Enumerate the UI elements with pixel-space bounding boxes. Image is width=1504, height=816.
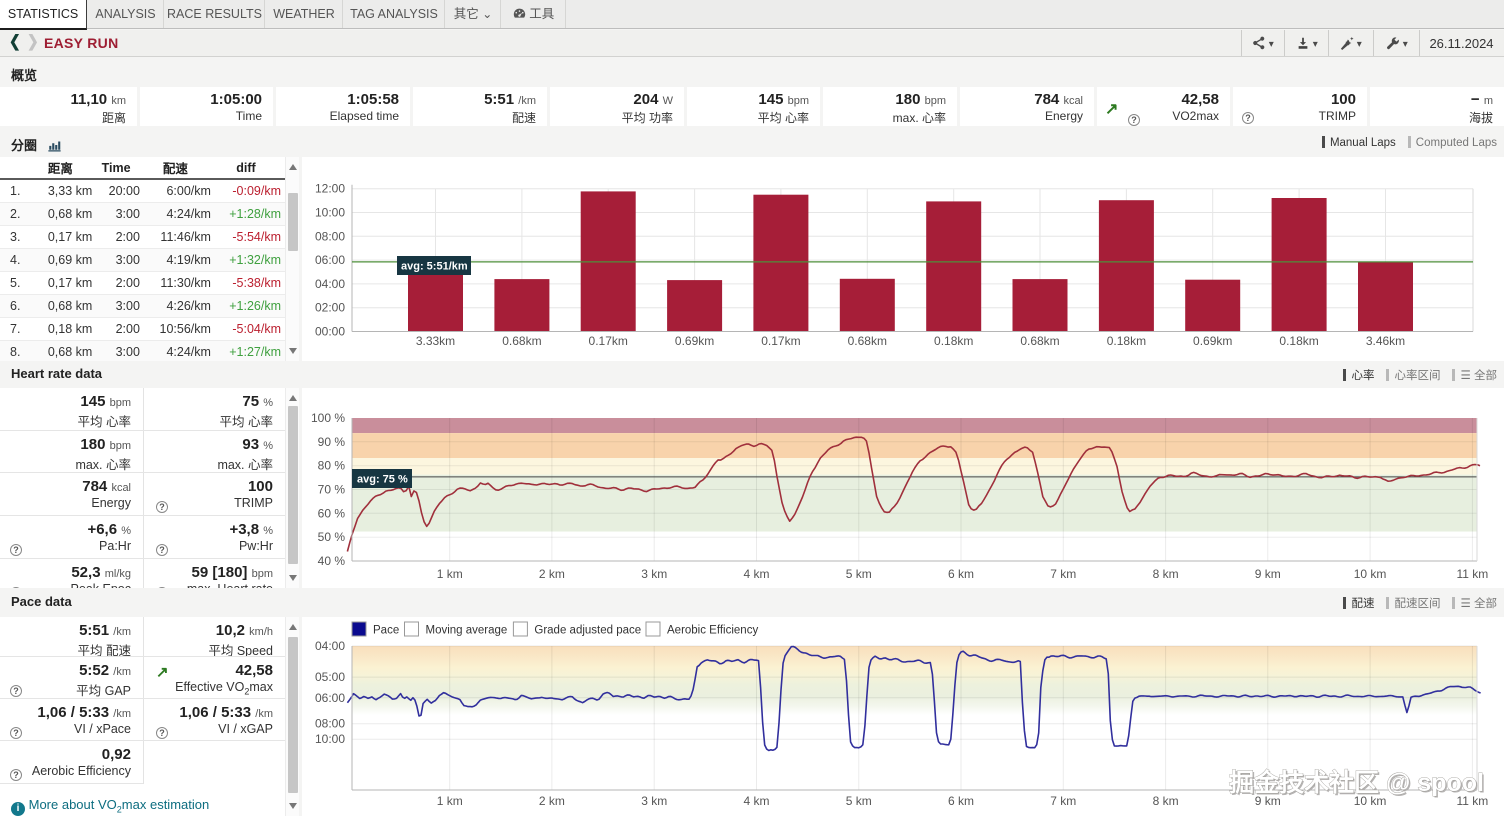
svg-text:06:00: 06:00 [315, 253, 345, 267]
svg-text:9 km: 9 km [1255, 794, 1281, 808]
svg-text:11 km: 11 km [1457, 794, 1489, 808]
svg-text:10:00: 10:00 [315, 732, 345, 746]
svg-text:Grade adjusted pace: Grade adjusted pace [534, 625, 641, 637]
svg-text:6 km: 6 km [948, 567, 974, 581]
svg-text:0.17km: 0.17km [761, 334, 800, 348]
svg-text:0.18km: 0.18km [1279, 334, 1318, 348]
svg-text:0.18km: 0.18km [1107, 334, 1146, 348]
svg-text:5 km: 5 km [846, 794, 872, 808]
svg-text:2 km: 2 km [539, 794, 565, 808]
svg-text:90 %: 90 % [318, 435, 346, 449]
svg-text:10 km: 10 km [1354, 567, 1387, 581]
svg-text:04:00: 04:00 [315, 277, 345, 291]
svg-text:70 %: 70 % [318, 483, 346, 497]
svg-text:06:00: 06:00 [315, 691, 345, 705]
svg-text:3 km: 3 km [641, 567, 667, 581]
svg-text:08:00: 08:00 [315, 229, 345, 243]
svg-text:60 %: 60 % [318, 506, 346, 520]
svg-text:0.17km: 0.17km [589, 334, 628, 348]
svg-text:4 km: 4 km [743, 794, 769, 808]
svg-text:0.18km: 0.18km [934, 334, 973, 348]
svg-text:1 km: 1 km [437, 794, 463, 808]
svg-text:10:00: 10:00 [315, 206, 345, 220]
svg-text:02:00: 02:00 [315, 301, 345, 315]
svg-text:1 km: 1 km [437, 567, 463, 581]
svg-text:04:00: 04:00 [315, 639, 345, 653]
svg-text:掘金技术社区 @ spool: 掘金技术社区 @ spool [1229, 768, 1484, 797]
svg-text:10 km: 10 km [1354, 794, 1387, 808]
svg-text:7 km: 7 km [1050, 567, 1076, 581]
svg-text:2 km: 2 km [539, 567, 565, 581]
svg-text:05:00: 05:00 [315, 670, 345, 684]
svg-text:5 km: 5 km [846, 567, 872, 581]
svg-text:7 km: 7 km [1050, 794, 1076, 808]
svg-text:0.69km: 0.69km [1193, 334, 1232, 348]
svg-text:100 %: 100 % [311, 411, 345, 425]
svg-text:3 km: 3 km [641, 794, 667, 808]
svg-text:Aerobic Efficiency: Aerobic Efficiency [667, 625, 758, 637]
svg-text:0.68km: 0.68km [848, 334, 887, 348]
svg-text:3.33km: 3.33km [416, 334, 455, 348]
svg-text:Pace: Pace [373, 625, 399, 637]
svg-text:Moving average: Moving average [426, 625, 508, 637]
svg-text:12:00: 12:00 [315, 182, 345, 196]
svg-text:80 %: 80 % [318, 459, 346, 473]
svg-text:9 km: 9 km [1255, 567, 1281, 581]
svg-text:6 km: 6 km [948, 794, 974, 808]
svg-text:掘金技术社区 @ spool: 掘金技术社区 @ spool [1231, 770, 1486, 799]
svg-text:11 km: 11 km [1457, 567, 1489, 581]
svg-text:0.68km: 0.68km [502, 334, 541, 348]
svg-text:8 km: 8 km [1153, 567, 1179, 581]
svg-text:8 km: 8 km [1153, 794, 1179, 808]
svg-text:0.68km: 0.68km [1020, 334, 1059, 348]
svg-text:08:00: 08:00 [315, 717, 345, 731]
svg-text:3.46km: 3.46km [1366, 334, 1405, 348]
svg-text:4 km: 4 km [743, 567, 769, 581]
svg-text:40 %: 40 % [318, 554, 346, 568]
svg-text:0.69km: 0.69km [675, 334, 714, 348]
svg-text:avg: 75 %: avg: 75 % [357, 474, 408, 486]
svg-text:avg: 5:51/km: avg: 5:51/km [401, 261, 468, 273]
svg-text:00:00: 00:00 [315, 325, 345, 339]
svg-text:50 %: 50 % [318, 530, 346, 544]
